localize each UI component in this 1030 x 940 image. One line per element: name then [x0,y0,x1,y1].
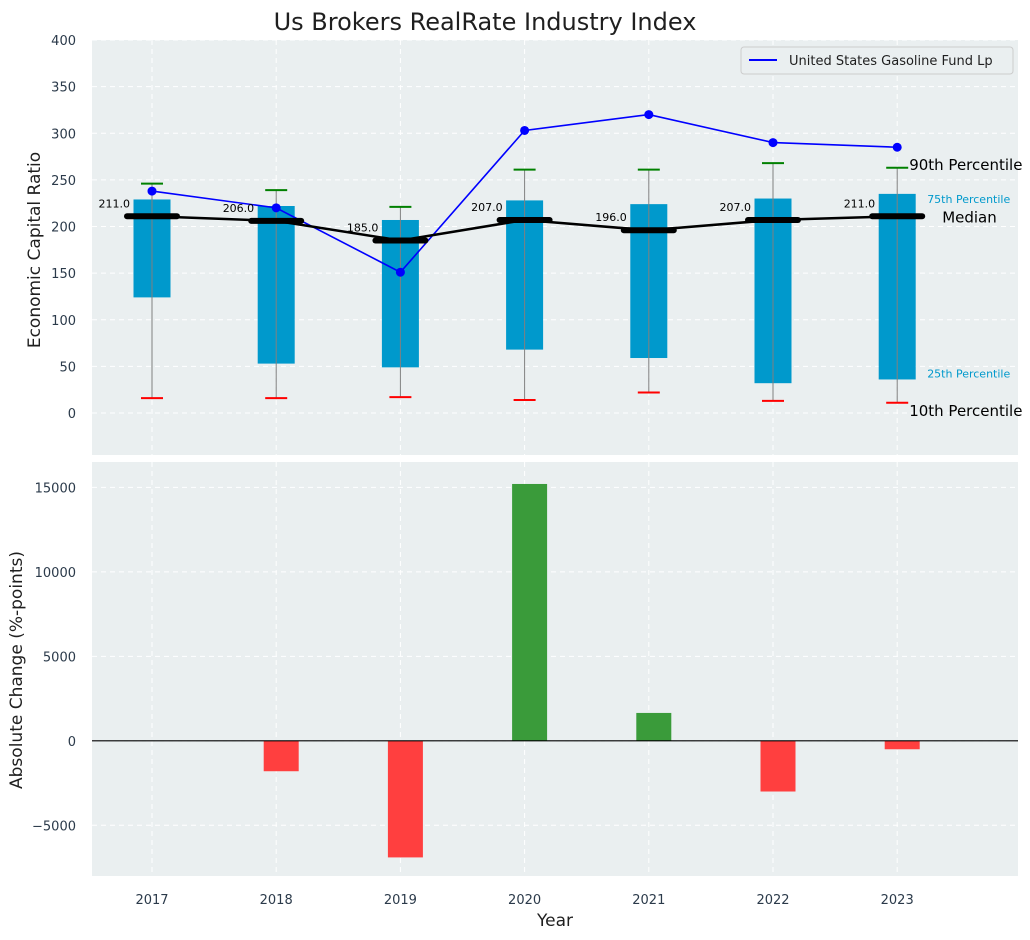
change-bar-2023 [884,740,920,750]
fund-point-2019 [395,267,405,277]
top-y-ticks: 0 50 100 150 200 250 300 350 400 [51,34,76,422]
annotation-75th-percentile: 75th Percentile [927,193,1010,206]
annotation-median: Median [942,208,997,226]
bottom-y-ticks: −5000 0 5000 10000 15000 [32,481,76,834]
x-tick-label-2017: 2017 [135,893,168,908]
x-tick-label-2018: 2018 [260,893,293,908]
change-bar-2020 [512,483,548,741]
top-y-tick-label: 350 [51,81,76,96]
change-bar-2021 [636,712,672,741]
top-y-tick-label: 150 [51,267,76,282]
fund-point-2022 [768,138,778,148]
fund-point-2018 [271,203,281,213]
bottom-plot-background [92,462,1018,876]
fund-point-2021 [644,110,654,120]
bottom-y-axis-label: Absolute Change (%-points) [7,551,27,789]
chart-title: Us Brokers RealRate Industry Index [274,8,697,36]
median-label-2017: 211.0 [99,197,131,210]
legend-label: United States Gasoline Fund Lp [789,54,993,69]
x-tick-label-2021: 2021 [632,893,665,908]
annotation-25th-percentile: 25th Percentile [927,367,1010,380]
top-y-axis-label: Economic Capital Ratio [25,152,45,348]
annotation-90th-percentile: 90th Percentile [909,156,1022,174]
percentile-annotations: 90th Percentile 75th Percentile Median 2… [909,156,1022,420]
median-label-2018: 206.0 [223,202,255,215]
fund-series-group [147,110,902,277]
x-tick-label-2019: 2019 [384,893,417,908]
median-label-2022: 207.0 [720,201,752,214]
x-ticks: 2017 2018 2019 2020 2021 2022 2023 [135,893,913,908]
top-y-tick-label: 200 [51,221,76,236]
bottom-y-tick-label: 15000 [35,481,76,496]
bottom-y-tick-label: −5000 [32,819,76,834]
x-tick-label-2020: 2020 [508,893,541,908]
top-y-tick-label: 400 [51,34,76,49]
bottom-y-tick-label: 0 [68,735,76,750]
top-plot-background [92,40,1018,455]
annotation-10th-percentile: 10th Percentile [909,402,1022,420]
x-tick-label-2022: 2022 [756,893,789,908]
median-group: 211.0 206.0 185.0 207.0 196.0 207.0 211.0 [99,197,926,244]
median-label-2019: 185.0 [347,222,379,235]
top-y-tick-label: 100 [51,314,76,329]
fund-point-2017 [147,186,157,196]
top-y-tick-label: 0 [68,407,76,422]
median-label-2023: 211.0 [844,197,876,210]
bottom-y-tick-label: 5000 [43,650,76,665]
bottom-y-tick-label: 10000 [35,566,76,581]
legend: United States Gasoline Fund Lp [740,46,1014,75]
median-label-2021: 196.0 [595,211,627,224]
x-axis-label: Year [536,911,573,931]
fund-point-2020 [520,125,530,135]
legend-box [740,46,1014,75]
change-bars-group [263,483,920,858]
top-y-tick-label: 250 [51,174,76,189]
fund-point-2023 [892,142,902,152]
change-bar-2022 [760,740,796,792]
change-bar-2019 [387,740,423,858]
median-label-2020: 207.0 [471,201,503,214]
change-bar-2018 [263,740,299,772]
top-y-tick-label: 300 [51,127,76,142]
x-tick-label-2023: 2023 [881,893,914,908]
top-y-tick-label: 50 [59,360,76,375]
